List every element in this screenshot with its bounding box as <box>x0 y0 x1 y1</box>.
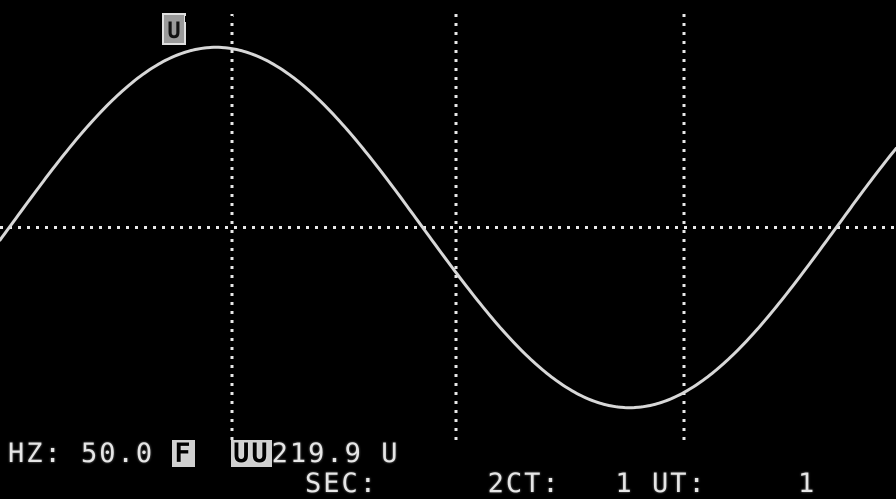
voltage-unit: U <box>381 438 400 469</box>
frequency-value: 50.0 <box>81 438 155 469</box>
frequency-label: HZ: <box>8 438 63 469</box>
count-label: CT: <box>505 468 561 499</box>
seconds-label: SEC: <box>305 468 379 499</box>
cursor-marker-gap <box>185 16 233 22</box>
grid-lines <box>0 14 896 440</box>
cursor-marker-box <box>162 13 186 45</box>
count-value: 1 <box>615 468 634 499</box>
voltage-value: 219.9 <box>271 438 363 469</box>
seconds-value: 2 <box>487 468 506 499</box>
ut-label: UT: <box>651 468 707 499</box>
ut-value: 1 <box>798 468 817 499</box>
cursor-marker[interactable]: U <box>162 13 233 45</box>
mode-indicator[interactable]: F <box>172 438 195 469</box>
voltage-prefix: UU <box>231 438 272 469</box>
readout-line-2: SEC: 2CT: 1 UT: 1 <box>305 470 816 497</box>
cursor-marker-label: U <box>167 19 180 44</box>
readout-line-1: HZ: 50.0 F UU219.9 U <box>8 440 399 467</box>
waveform-trace <box>0 45 896 410</box>
